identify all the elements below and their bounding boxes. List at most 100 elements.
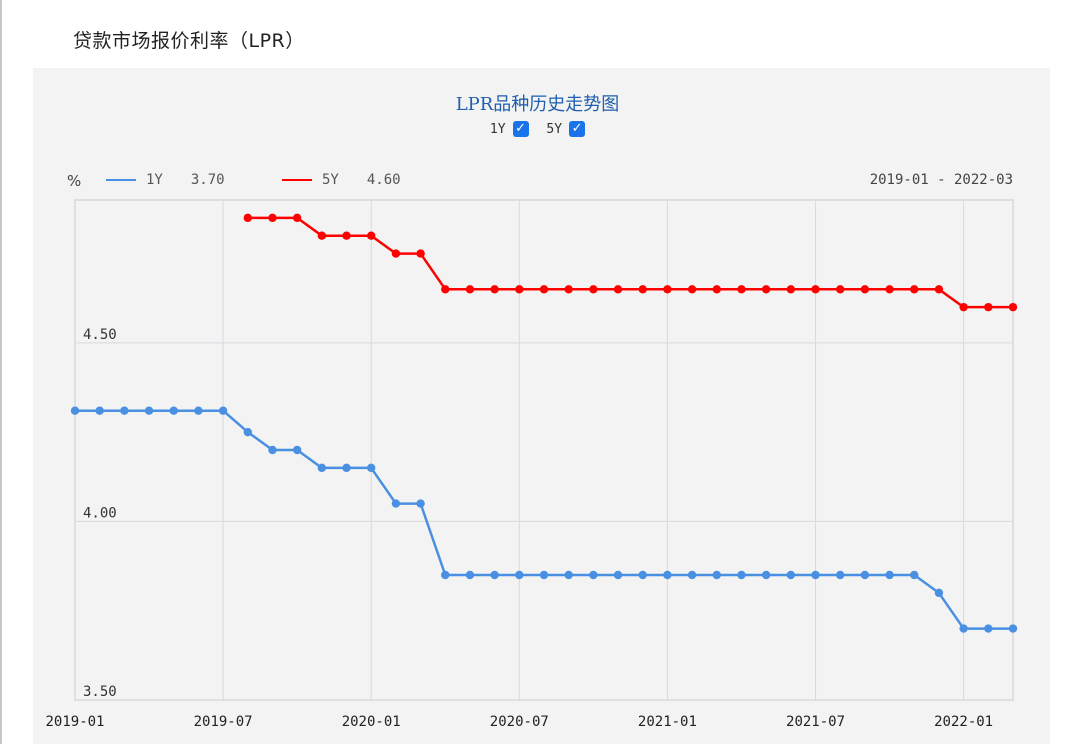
data-point-5y [786,285,796,294]
checkbox-5y-icon[interactable]: ✓ [569,121,586,137]
page-title: 贷款市场报价利率（LPR） [73,30,305,52]
data-point-1y [243,427,252,437]
data-point-1y [613,570,623,580]
data-point-1y [564,570,573,580]
data-point-1y [687,570,697,580]
data-point-1y [218,406,228,415]
data-point-5y [811,285,820,294]
x-tick-label: 2022-01 [934,714,993,730]
chart-panel [33,68,1050,744]
plot-area [74,199,1014,701]
data-point-1y [317,463,327,473]
y-tick-label: 4.00 [83,505,117,521]
data-point-1y [589,570,598,580]
series-line-5y [247,216,1013,309]
data-point-5y [613,285,623,294]
legend-item-5y[interactable]: 5Y 4.60 [282,172,401,188]
data-point-5y [959,302,968,312]
data-point-5y [243,213,252,223]
x-tick-label: 2021-01 [638,714,697,730]
data-point-1y [169,406,178,415]
legend-name-1y: 1Y [146,172,163,188]
data-point-5y [638,285,647,294]
data-point-5y [416,249,425,258]
data-point-1y [910,570,919,580]
checkbox-1y-icon[interactable]: ✓ [512,121,529,137]
data-point-5y [836,285,845,294]
y-unit-label: % [67,172,82,190]
data-point-1y [490,570,499,580]
data-point-1y [860,570,870,580]
data-point-5y [367,231,376,240]
x-tick-label: 2020-01 [342,714,401,730]
data-point-1y [391,499,401,508]
legend-name-5y: 5Y [322,172,339,188]
data-point-5y [342,231,351,240]
data-point-5y [885,285,894,294]
data-point-1y [934,588,944,598]
data-point-1y [144,406,154,415]
data-point-1y [539,570,549,580]
data-point-1y [811,570,820,580]
data-point-1y [268,445,277,455]
data-point-5y [515,285,524,294]
data-point-5y [737,285,746,294]
legend-swatch-5y [282,179,312,181]
data-point-5y [934,285,944,294]
data-point-1y [194,406,203,415]
data-point-5y [712,285,721,294]
toggle-1y[interactable]: 1Y ✓ [490,121,529,137]
chart-title: LPR品种历史走势图 [455,94,620,115]
data-point-1y [70,406,80,415]
data-point-1y [836,570,845,580]
data-point-5y [292,213,302,223]
data-point-1y [786,570,796,580]
left-border [0,0,2,744]
data-point-1y [761,570,771,580]
data-point-5y [761,285,771,294]
x-tick-label: 2021-07 [786,714,845,730]
data-point-1y [959,624,968,633]
data-point-5y [465,285,475,294]
data-point-1y [441,570,450,580]
y-tick-label: 4.50 [83,327,117,343]
x-tick-label: 2019-07 [194,714,253,730]
y-tick-label: 3.50 [83,684,117,700]
toggle-5y[interactable]: 5Y ✓ [546,121,586,137]
data-point-1y [712,570,721,580]
data-point-5y [860,285,870,294]
data-point-5y [589,285,598,294]
data-point-1y [95,406,104,415]
data-point-1y [663,570,672,580]
data-point-5y [539,285,549,294]
legend-swatch-1y [106,179,136,181]
data-point-5y [984,302,993,312]
data-point-5y [441,285,450,294]
series-toggles: 1Y ✓ 5Y ✓ [0,121,1075,137]
toggle-5y-label: 5Y [546,121,563,137]
data-point-5y [687,285,697,294]
series-line-1y [75,409,1013,630]
legend-row: % 1Y 3.70 5Y 4.60 2019-01 - 2022-03 [0,172,1075,192]
date-range: 2019-01 - 2022-03 [869,172,1013,188]
data-point-1y [737,570,746,580]
toggle-1y-label: 1Y [489,121,506,137]
data-point-1y [984,624,993,633]
data-point-1y [885,570,894,580]
legend-value-1y: 3.70 [190,172,225,188]
legend-item-1y[interactable]: 1Y 3.70 [106,172,225,188]
data-point-1y [1008,624,1018,633]
data-point-5y [663,285,672,294]
data-point-1y [416,499,425,508]
data-point-5y [910,285,919,294]
data-point-1y [515,570,524,580]
x-tick-label: 2020-07 [490,714,549,730]
data-point-1y [638,570,647,580]
data-point-5y [564,285,573,294]
data-point-5y [1008,302,1018,312]
data-point-5y [317,231,327,240]
data-point-5y [490,285,499,294]
x-tick-label: 2019-01 [45,714,104,730]
data-point-1y [292,445,302,455]
